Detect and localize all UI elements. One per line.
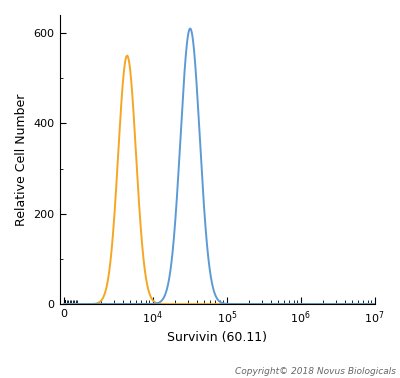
Text: Copyright© 2018 Novus Biologicals: Copyright© 2018 Novus Biologicals [235, 367, 396, 376]
Y-axis label: Relative Cell Number: Relative Cell Number [15, 93, 28, 226]
X-axis label: Survivin (60.11): Survivin (60.11) [167, 331, 267, 344]
